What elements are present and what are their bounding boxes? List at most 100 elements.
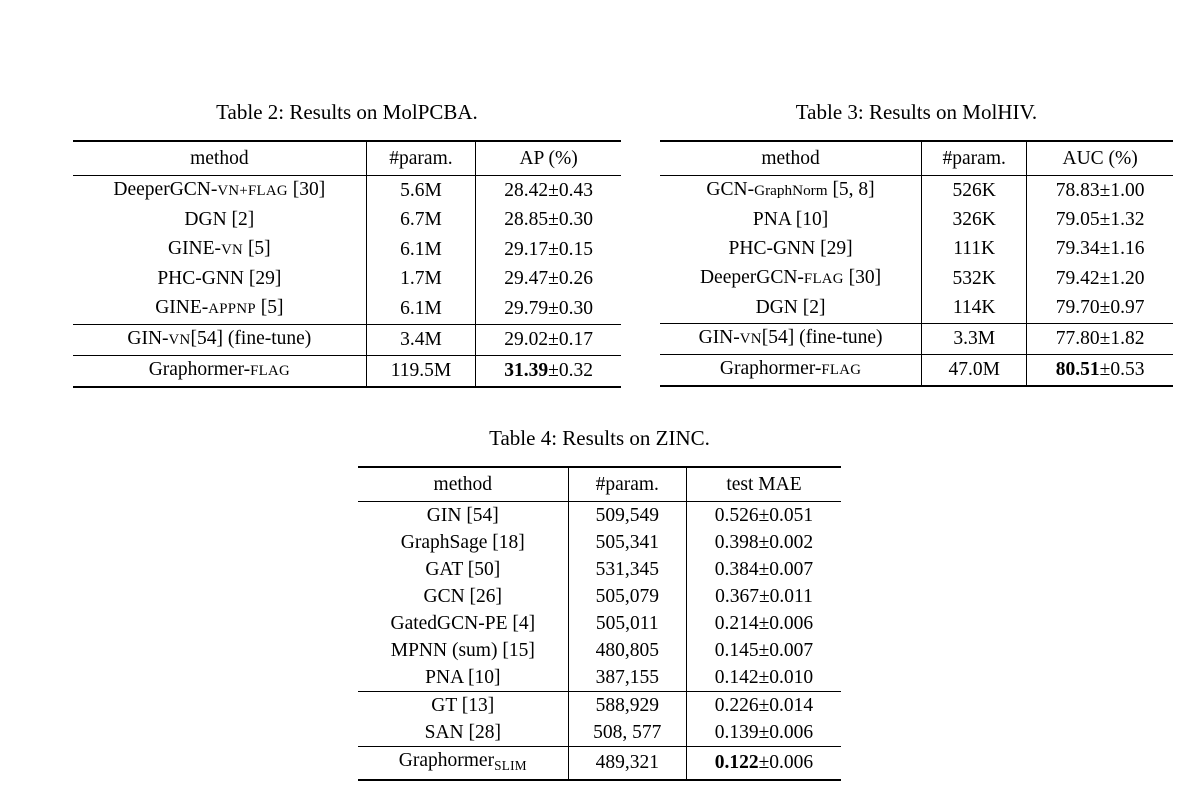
method-cell: GIN [54] bbox=[358, 502, 568, 530]
metric-cell: 0.384±0.007 bbox=[685, 556, 841, 583]
metric-cell: 29.17±0.15 bbox=[475, 235, 621, 265]
param-cell: 480,805 bbox=[567, 637, 687, 664]
metric-cell: 0.398±0.002 bbox=[685, 529, 841, 556]
value-text: 0.526±0.051 bbox=[714, 505, 814, 526]
value-text: 28.42±0.43 bbox=[504, 179, 593, 201]
method-text: GAT [50] bbox=[425, 559, 501, 580]
method-text: GIN- bbox=[698, 327, 740, 348]
param-cell: 3.4M bbox=[365, 324, 476, 356]
table-row: DeeperGCN-VN+FLAG [30] 5.6M 28.42±0.43 bbox=[73, 175, 621, 206]
value-text: 0.384±0.007 bbox=[714, 559, 814, 580]
method-text: [5, 8] bbox=[827, 179, 875, 200]
value-text: 29.17±0.15 bbox=[504, 238, 593, 260]
method-text: VN bbox=[739, 331, 762, 347]
method-cell: Graphormer-FLAG bbox=[660, 355, 922, 387]
metric-cell: 77.80±1.82 bbox=[1026, 323, 1173, 355]
param-cell: 505,341 bbox=[567, 529, 687, 556]
method-text: FLAG bbox=[821, 362, 862, 378]
param-cell: 532K bbox=[921, 264, 1027, 294]
header-row: method #param. AUC (%) bbox=[660, 141, 1173, 176]
table-row: GraphSage [18] 505,341 0.398±0.002 bbox=[358, 529, 841, 556]
method-text: GINE- bbox=[155, 297, 209, 318]
method-cell: Graphormer-FLAG bbox=[73, 356, 366, 388]
metric-cell: 29.02±0.17 bbox=[475, 324, 621, 356]
param-cell: 111K bbox=[921, 235, 1027, 264]
value-text: 28.85±0.30 bbox=[504, 209, 593, 230]
value-text: ±0.53 bbox=[1099, 358, 1145, 380]
metric-cell: 79.70±0.97 bbox=[1026, 294, 1173, 324]
method-cell: GraphSage [18] bbox=[358, 529, 568, 556]
method-text: PNA [10] bbox=[752, 209, 829, 230]
metric-cell: 0.139±0.006 bbox=[685, 719, 841, 747]
column-header-method: method bbox=[190, 148, 249, 169]
metric-cell: 29.79±0.30 bbox=[475, 294, 621, 325]
column-header-metric: AP (%) bbox=[475, 141, 621, 176]
value-text: 77.80±1.82 bbox=[1055, 327, 1145, 349]
method-text: Graphormer- bbox=[719, 358, 822, 379]
value-text: 79.70±0.97 bbox=[1055, 297, 1145, 318]
metric-cell: 0.142±0.010 bbox=[685, 664, 841, 692]
method-text: [54] (fine-tune) bbox=[761, 327, 883, 348]
method-text: FLAG bbox=[803, 271, 844, 287]
param-cell: 3.3M bbox=[921, 323, 1027, 355]
method-cell: MPNN (sum) [15] bbox=[358, 637, 568, 664]
method-text: APPNP bbox=[208, 301, 256, 317]
metric-cell: 0.122±0.006 bbox=[685, 746, 841, 780]
method-cell: DeeperGCN-FLAG [30] bbox=[660, 264, 922, 294]
method-text: DeeperGCN- bbox=[113, 179, 218, 200]
method-cell: DGN [2] bbox=[73, 206, 366, 235]
param-cell: 489,321 bbox=[567, 746, 687, 780]
table-zinc: method #param. test MAE GIN [54] 509,549 0… bbox=[358, 466, 841, 781]
value-text: 0.398±0.002 bbox=[714, 532, 814, 553]
table-row: Graphormer-FLAG 119.5M 31.39±0.32 bbox=[73, 355, 621, 388]
table-row: GT [13] 588,929 0.226±0.014 bbox=[358, 691, 841, 719]
method-text: SLIM bbox=[494, 757, 527, 773]
table-row: MPNN (sum) [15] 480,805 0.145±0.007 bbox=[358, 637, 841, 664]
table-row: PHC-GNN [29] 111K 79.34±1.16 bbox=[660, 235, 1173, 264]
param-cell: 5.6M bbox=[365, 175, 476, 206]
method-cell: GCN-GraphNorm [5, 8] bbox=[660, 176, 922, 207]
param-cell: 508, 577 bbox=[567, 719, 687, 747]
value-text: 0.226±0.014 bbox=[714, 695, 814, 716]
metric-cell: 29.47±0.26 bbox=[475, 265, 621, 294]
param-cell: 588,929 bbox=[567, 691, 687, 719]
table-molpcba-caption: Table 2: Results on MolPCBA. bbox=[216, 100, 478, 124]
method-cell: GIN-VN[54] (fine-tune) bbox=[660, 324, 922, 355]
method-text: DeeperGCN- bbox=[699, 267, 804, 288]
metric-cell: 31.39±0.32 bbox=[475, 355, 621, 387]
method-cell: PHC-GNN [29] bbox=[660, 235, 922, 264]
table-row: GAT [50] 531,345 0.384±0.007 bbox=[358, 556, 841, 583]
column-header-param: #param. bbox=[365, 141, 476, 176]
method-text: GINE- bbox=[167, 238, 222, 259]
metric-cell: 80.51±0.53 bbox=[1026, 354, 1173, 386]
table-molpcba: method #param. AP (%) DeeperGCN-VN+FLAG … bbox=[73, 140, 621, 388]
param-cell: 6.1M bbox=[365, 235, 476, 265]
method-cell: PHC-GNN [29] bbox=[73, 265, 366, 294]
table-row: GatedGCN-PE [4] 505,011 0.214±0.006 bbox=[358, 610, 841, 637]
method-cell: GAT [50] bbox=[358, 556, 568, 583]
method-text: PNA [10] bbox=[425, 667, 501, 688]
value-text: 80.51 bbox=[1055, 358, 1100, 380]
method-text: FLAG bbox=[250, 363, 290, 379]
method-cell: GraphormerSLIM bbox=[358, 747, 568, 780]
table-row: GIN-VN[54] (fine-tune) 3.4M 29.02±0.17 bbox=[73, 324, 621, 356]
metric-cell: 28.85±0.30 bbox=[475, 206, 621, 235]
metric-cell: 79.42±1.20 bbox=[1026, 264, 1173, 294]
value-text: 31.39 bbox=[504, 359, 549, 381]
method-text: SAN [28] bbox=[424, 722, 501, 743]
param-cell: 6.1M bbox=[365, 294, 476, 325]
column-header-metric: test MAE bbox=[685, 467, 841, 502]
value-text: 29.47±0.26 bbox=[504, 268, 593, 289]
table-molhiv-figure: Table 3: Results on MolHIV. method #para… bbox=[660, 100, 1173, 387]
metric-cell: 0.145±0.007 bbox=[685, 637, 841, 664]
value-text: 0.122 bbox=[714, 752, 759, 774]
method-text: GatedGCN-PE [4] bbox=[390, 613, 536, 634]
value-text: 78.83±1.00 bbox=[1055, 179, 1145, 201]
column-header-param: #param. bbox=[921, 141, 1027, 176]
table-row: GINE-VN [5] 6.1M 29.17±0.15 bbox=[73, 235, 621, 265]
column-header-method: method bbox=[433, 474, 493, 495]
table-row: PHC-GNN [29] 1.7M 29.47±0.26 bbox=[73, 265, 621, 294]
value-text: 29.79±0.30 bbox=[504, 297, 593, 319]
param-cell: 6.7M bbox=[365, 206, 476, 235]
